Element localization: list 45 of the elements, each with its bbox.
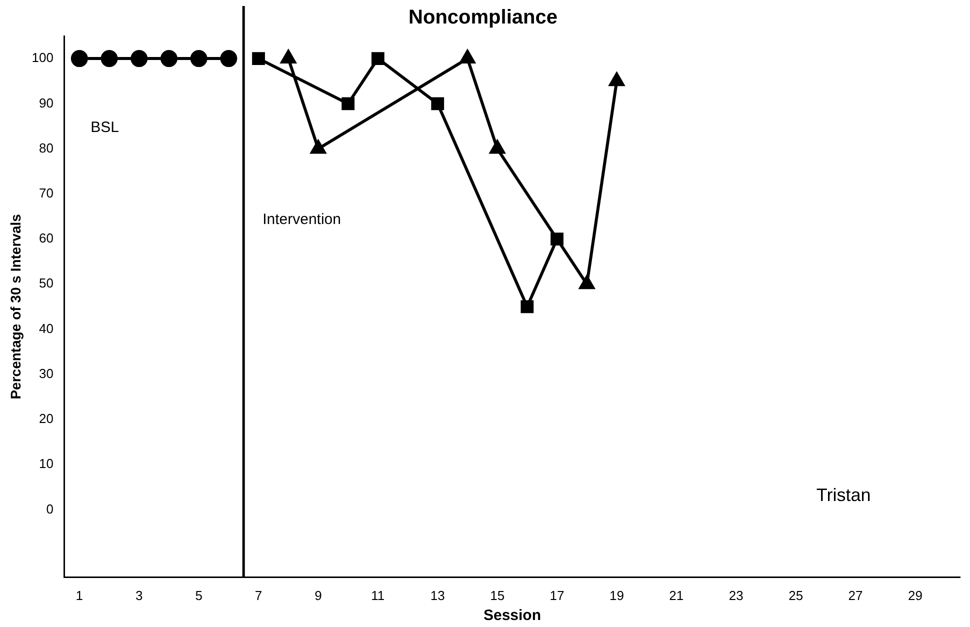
- y-tick-label: 50: [39, 276, 54, 291]
- point: [550, 232, 564, 246]
- point: [342, 97, 355, 110]
- x-tick-label: 17: [550, 588, 564, 603]
- x-tick-label: 5: [195, 588, 202, 603]
- x-tick-label: 23: [728, 588, 744, 603]
- y-axis-title: Percentage of 30 s Intervals: [7, 214, 24, 400]
- point: [130, 50, 148, 68]
- y-tick-label: 60: [39, 230, 54, 246]
- x-tick-label: 13: [430, 588, 445, 603]
- y-tick-label: 100: [32, 50, 54, 66]
- y-tick-label: 0: [46, 501, 54, 516]
- annotation: Intervention: [262, 211, 341, 228]
- x-tick-label: 21: [669, 588, 684, 603]
- x-tick-label: 1: [76, 588, 84, 603]
- x-tick-label: 29: [908, 588, 922, 603]
- point: [431, 97, 444, 110]
- point: [579, 276, 594, 290]
- point: [252, 52, 265, 66]
- y-tick-label: 20: [39, 411, 54, 426]
- y-tick-label: 70: [39, 185, 54, 200]
- point: [70, 50, 88, 68]
- y-tick-label: 80: [39, 140, 54, 156]
- annotation: Tristan: [816, 485, 871, 506]
- point: [160, 50, 178, 68]
- x-tick-label: 7: [254, 588, 262, 603]
- y-tick-label: 30: [39, 366, 54, 381]
- x-tick-label: 11: [371, 588, 385, 603]
- x-tick-label: 15: [490, 588, 505, 603]
- y-tick-label: 90: [39, 95, 54, 110]
- point: [220, 50, 238, 68]
- x-axis-title: Session: [483, 607, 542, 624]
- x-tick-label: 19: [609, 588, 624, 603]
- x-tick-label: 25: [788, 588, 804, 603]
- y-tick-label: 10: [39, 456, 54, 472]
- x-tick-label: 9: [314, 588, 322, 603]
- point: [520, 300, 534, 314]
- point: [371, 52, 384, 66]
- y-tick-label: 40: [39, 320, 54, 336]
- x-tick-label: 3: [136, 588, 143, 603]
- point: [190, 50, 208, 68]
- annotation: BSL: [90, 119, 119, 136]
- chart-title: Noncompliance: [408, 6, 558, 29]
- point: [100, 50, 118, 68]
- x-tick-label: 27: [848, 588, 863, 603]
